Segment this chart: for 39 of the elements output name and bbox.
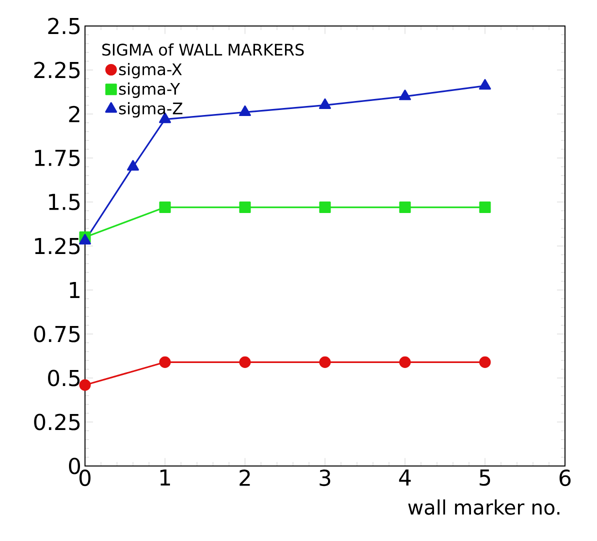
point <box>399 201 411 214</box>
y-tick-label: 0.5 <box>48 370 80 386</box>
y-tick-label: 1.5 <box>49 194 80 210</box>
point <box>319 356 331 368</box>
legend-label: sigma-X <box>119 62 182 78</box>
point <box>79 234 91 245</box>
y-tick-label: 0 <box>68 458 80 474</box>
point <box>159 356 171 368</box>
x-tick-label: 2 <box>240 470 250 486</box>
legend-label: sigma-Z <box>119 102 182 118</box>
y-tick-label: 1.75 <box>35 150 80 166</box>
legend-label: sigma-Y <box>119 82 180 98</box>
y-tick-label: 1.25 <box>35 238 80 254</box>
point <box>127 160 139 171</box>
point <box>479 79 491 90</box>
x-tick-label: 4 <box>399 470 411 486</box>
point <box>479 201 491 214</box>
y-tick-label: 2.5 <box>48 18 80 34</box>
x-tick-label: 3 <box>320 470 330 486</box>
point <box>239 201 251 214</box>
point <box>399 356 411 368</box>
x-tick-label: 6 <box>560 470 571 486</box>
point <box>319 98 331 109</box>
point <box>319 201 331 214</box>
point <box>479 356 491 368</box>
x-tick-label: 1 <box>160 470 170 486</box>
y-tick-label: 0.75 <box>34 326 80 342</box>
point <box>399 90 411 100</box>
y-tick-label: 1 <box>70 282 80 298</box>
x-tick-label: 5 <box>480 470 490 486</box>
legend-title: SIGMA of WALL MARKERS <box>102 43 304 56</box>
y-tick-label: 2 <box>69 106 80 122</box>
x-axis-title: wall marker no. <box>408 499 560 515</box>
point <box>239 356 251 368</box>
y-tick-label: 0.25 <box>34 414 80 430</box>
point <box>159 201 171 214</box>
point <box>79 379 91 391</box>
y-tick-label: 2.25 <box>34 62 80 78</box>
point <box>239 105 251 116</box>
